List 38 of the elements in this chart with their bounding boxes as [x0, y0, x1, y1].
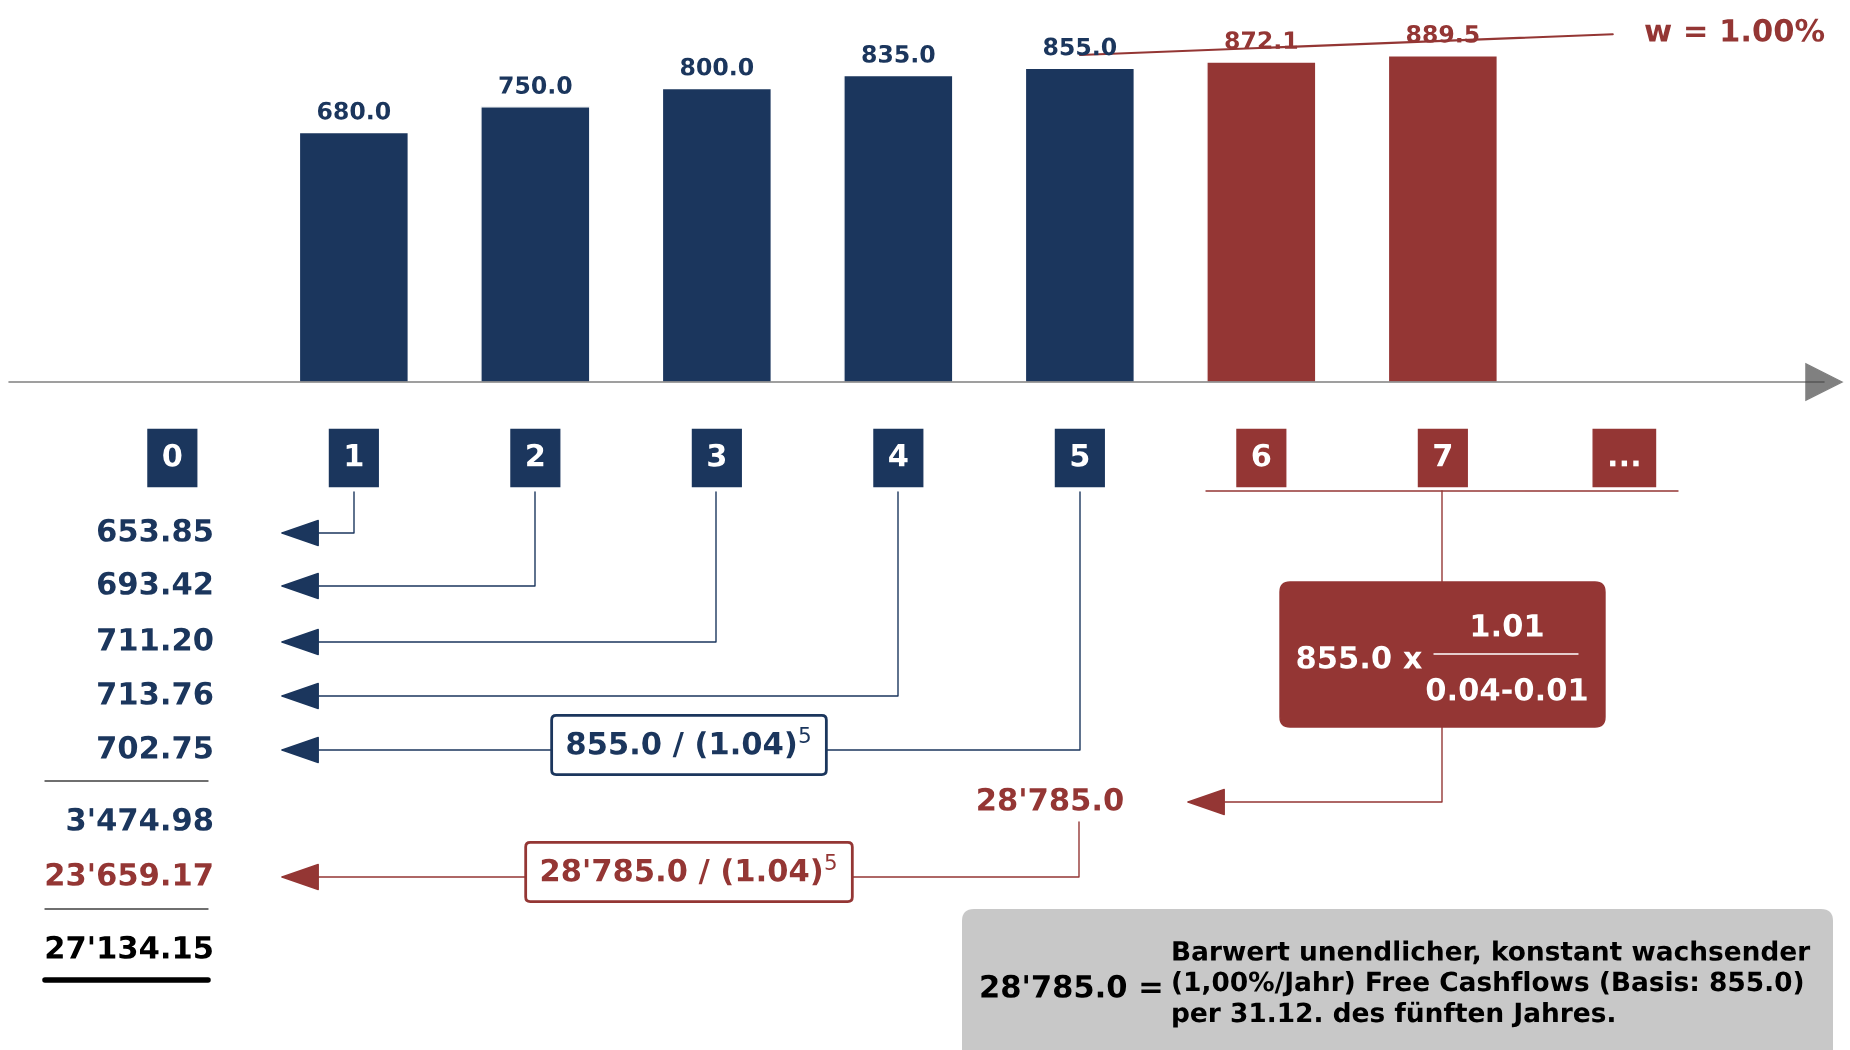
x-tick-label: ... — [1610, 460, 1639, 467]
x-tick-label: 0 — [163, 443, 182, 467]
x-tick-label: 6 — [1252, 443, 1271, 467]
x-tick-label: 7 — [1434, 444, 1452, 467]
bar — [1024, 67, 1135, 382]
text: 28'785.0 — [978, 787, 1123, 811]
text: w = 1.00% — [1645, 18, 1825, 42]
x-tick-label: 5 — [1071, 444, 1089, 467]
bar — [1387, 54, 1498, 382]
x-tick-label: 1 — [346, 444, 363, 467]
x-tick-label: 2 — [527, 443, 544, 467]
text: 28'785.0 / (1.04)$^{5}$ — [541, 854, 836, 886]
x-tick-label: 4 — [889, 444, 908, 467]
text: 23'659.17 — [46, 862, 212, 886]
text: 713.76 — [98, 681, 213, 705]
data-label: 680.0 — [317, 101, 391, 120]
x-tick-label: 3 — [708, 443, 726, 467]
bar — [661, 87, 772, 382]
text: 855.0 / (1.04)$^{5}$ — [567, 727, 810, 759]
data-label: 750.0 — [499, 76, 572, 94]
text: 702.75 — [98, 735, 212, 759]
text: 0.04-0.01 — [1426, 677, 1587, 701]
data-label: 855.0 — [1043, 37, 1117, 56]
bar — [1206, 61, 1317, 382]
text: 3'474.98 — [67, 807, 213, 831]
text: 693.42 — [97, 571, 212, 595]
text: 1.01 — [1472, 613, 1543, 637]
text: 711.20 — [98, 627, 213, 651]
text: 27'134.15 — [46, 935, 212, 959]
data-label: 835.0 — [862, 44, 935, 63]
text: Barwert unendlicher, konstant wachsender (1,00%/Jahr) Free Cashflows (Basis: 855.0) per 31.12. des fünften Jahres. — [1173, 940, 1811, 1028]
text: 653.85 — [97, 518, 212, 542]
text: 855.0 x — [1297, 645, 1423, 669]
bar — [298, 131, 409, 382]
bar — [480, 106, 591, 382]
data-label: 800.0 — [680, 57, 754, 76]
bar — [843, 74, 954, 382]
text: 28'785.0 = — [981, 974, 1161, 998]
